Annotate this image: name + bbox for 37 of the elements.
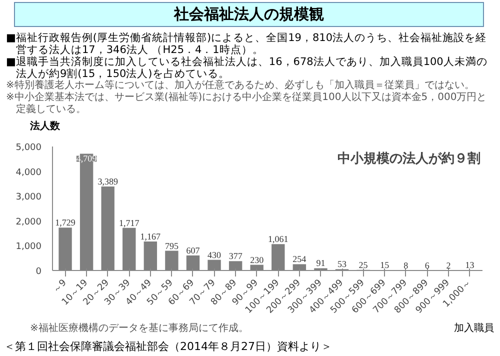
data-label: 230 (250, 254, 264, 265)
data-label: 1,717 (119, 218, 140, 228)
data-label: 8 (404, 260, 409, 270)
data-label: 15 (380, 260, 390, 270)
data-label: 13 (465, 260, 475, 270)
chart-title: 社会福祉法人の規模観 (14, 2, 484, 27)
data-label: 1,167 (140, 232, 162, 242)
data-label: 377 (228, 251, 243, 262)
data-label: 795 (164, 240, 179, 251)
data-label: 2 (446, 260, 451, 270)
data-label: 4,709 (76, 154, 98, 164)
annotation: 中小規模の法人が約９割 (337, 150, 480, 166)
text: ※中小企業基本法では、サービス業(福祉等)における中小企業を従業員100人以下又は資本金5，000万円と定義している。 (5, 92, 488, 116)
x-tick-label: ～9 (51, 278, 69, 296)
text: ＜第１回社会保障審議会福祉部会（2014年８月27日）資料より＞ (4, 339, 333, 355)
y-axis-title: 法人数 (29, 120, 61, 133)
data-label: 607 (186, 245, 200, 256)
y-tick-label: 1,000 (16, 242, 42, 252)
data-label: 3,389 (98, 176, 118, 186)
data-label: 1,061 (268, 234, 288, 244)
y-tick-label: 2,000 (16, 217, 42, 228)
data-label: 430 (208, 250, 222, 260)
y-tick-label: 0 (36, 267, 42, 277)
data-label: 254 (292, 254, 307, 264)
data-label: 91 (316, 258, 326, 268)
y-tick-label: 3,000 (16, 192, 42, 203)
text: ※特別養護老人ホーム等については、加入が任意であるため、必ずしも「加入職員＝従業員」ではない。 (5, 80, 476, 92)
data-label: 25 (358, 260, 368, 270)
y-tick-label: 5,000 (16, 143, 42, 153)
data-label: 53 (338, 259, 348, 270)
data-label: 1,729 (55, 218, 76, 228)
text: ■福祉行政報告例(厚生労働省統計情報部)によると、全国19，810法人のうち、社会福祉施設を経営する法人は17，346法人 （H25．4．1時点）。 (5, 32, 488, 56)
data-label: 6 (424, 260, 430, 270)
x-axis-title: 加入職員 (454, 322, 494, 336)
text: ※福祉医療機構のデータを基に事務局にて作成。 (30, 322, 248, 336)
y-tick-label: 4,000 (16, 168, 42, 178)
text: ■退職手当共済制度に加入している社会福祉法人は、16，678法人であり、加入職員100人未満の法人が約9割(15，150法人)を占めている。 (5, 56, 488, 80)
